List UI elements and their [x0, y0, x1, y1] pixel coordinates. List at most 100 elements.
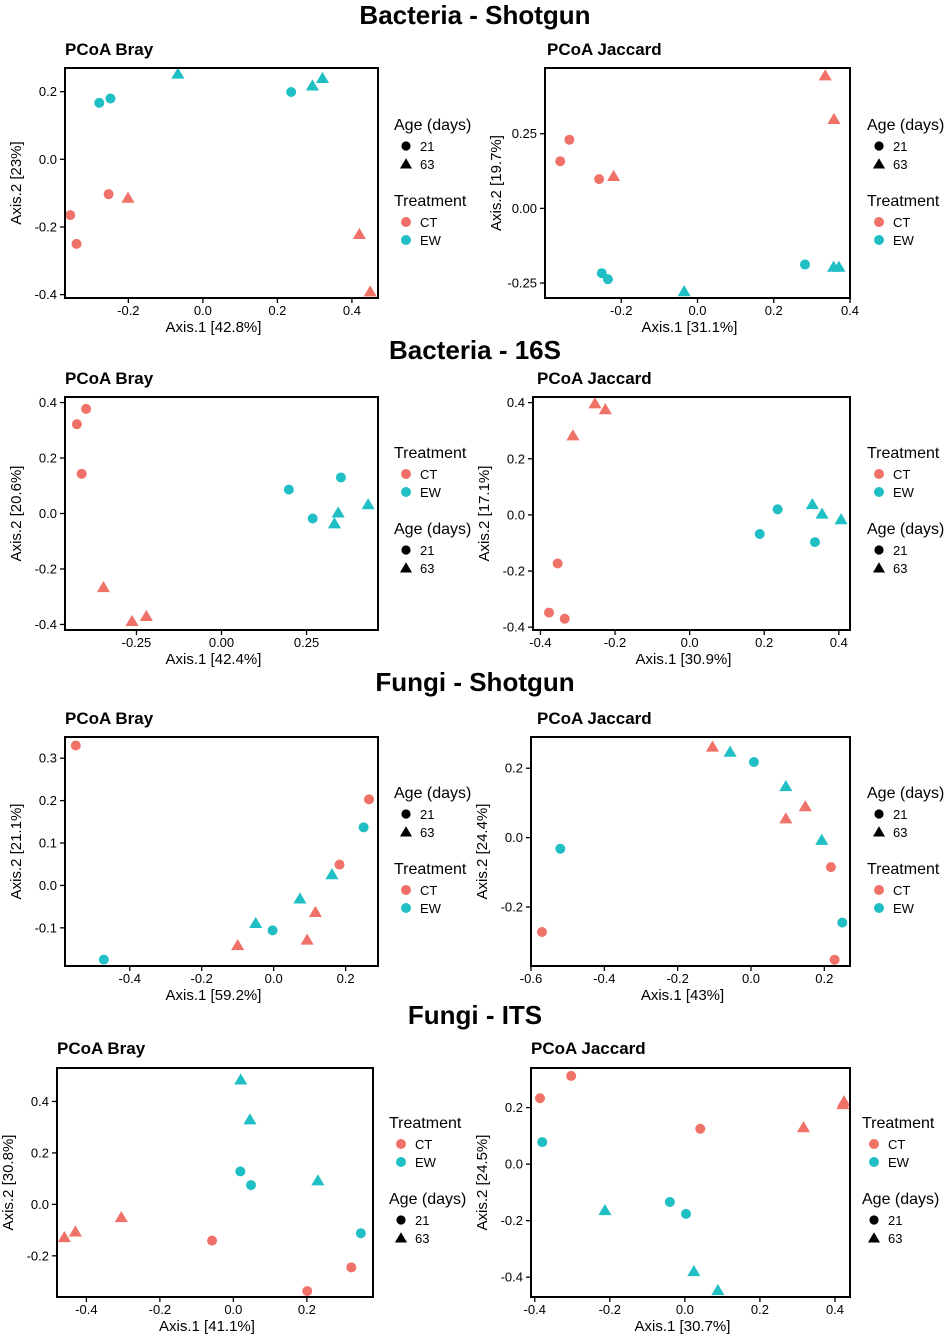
- data-point-ew-63: [361, 498, 375, 510]
- section-title-bacteria-16s: Bacteria - 16S: [389, 335, 561, 365]
- data-point-ct-63: [57, 1231, 71, 1243]
- x-tick-label: 0.2: [298, 1302, 316, 1317]
- legend-label-treatment-ct: CT: [420, 467, 437, 482]
- y-tick-label: -0.2: [501, 900, 523, 915]
- plot-frame: [530, 736, 851, 967]
- legend-key-age-21: [874, 545, 884, 555]
- legend-key-age-63: [394, 1232, 408, 1243]
- legend-title-treatment: Treatment: [389, 1115, 462, 1132]
- data-point-ct-63: [566, 429, 580, 441]
- x-tick-label: 0.4: [343, 303, 361, 318]
- y-tick-label: -0.4: [35, 617, 57, 632]
- data-point-ct-63: [300, 933, 314, 945]
- x-axis-label: Axis.1 [42.4%]: [166, 651, 262, 668]
- legend-key-treatment-ct: [396, 1139, 406, 1149]
- legend-title-treatment: Treatment: [394, 193, 467, 210]
- panel-title: PCoA Jaccard: [547, 40, 662, 59]
- data-point-ew-63: [832, 260, 846, 272]
- data-point-ew-63: [331, 506, 345, 518]
- legend: Age (days) 21 63 Treatment CT EW: [394, 117, 471, 248]
- data-point-ct-63: [68, 1225, 82, 1237]
- data-point-ct-21: [346, 1262, 357, 1273]
- pcoa-panel-1: PCoA Bray -0.2 0.0 0.2 0.4 -0.4 -0.2 0.0 0.2 Axis…: [8, 40, 471, 336]
- legend-label-treatment-ew: EW: [420, 233, 442, 248]
- x-axis-label: Axis.1 [42.8%]: [166, 319, 262, 336]
- legend-key-treatment-ew: [869, 1157, 879, 1167]
- y-tick-label: 0.4: [31, 1094, 49, 1109]
- plot-frame: [64, 67, 379, 299]
- y-tick-label: 0.2: [507, 451, 525, 466]
- legend-key-treatment-ew: [874, 903, 884, 913]
- legend-label-treatment-ct: CT: [893, 215, 910, 230]
- y-tick-label: 0.00: [512, 201, 537, 216]
- legend-label-age-63: 63: [893, 825, 907, 840]
- legend-label-treatment-ct: CT: [893, 467, 910, 482]
- data-point-ew-63: [815, 507, 829, 519]
- legend-key-treatment-ct: [874, 469, 884, 479]
- y-tick-label: -0.2: [501, 1213, 523, 1228]
- y-axis-label: Axis.2 [21.1%]: [8, 804, 25, 900]
- panel-title: PCoA Bray: [57, 1039, 146, 1058]
- plot-frame: [64, 736, 379, 967]
- data-point-ew-21: [267, 925, 278, 936]
- legend-title-age: Age (days): [394, 117, 471, 134]
- data-point-ew-21: [355, 1228, 366, 1239]
- data-point-ew-63: [723, 745, 737, 757]
- legend-label-treatment-ew: EW: [893, 485, 915, 500]
- legend-label-age-21: 21: [893, 807, 907, 822]
- data-point-ct-63: [798, 800, 812, 812]
- data-point-ew-63: [677, 285, 691, 297]
- data-point-ct-63: [125, 614, 139, 626]
- data-point-ew-21: [772, 504, 783, 515]
- pcoa-panel-7: PCoA Bray -0.4 -0.2 0.0 0.2 -0.2 0.0 0.2 0.4 Axis…: [0, 1039, 466, 1335]
- legend-title-age: Age (days): [867, 521, 944, 538]
- data-point-ew-21: [800, 259, 811, 270]
- legend-key-treatment-ew: [401, 235, 411, 245]
- panel-title: PCoA Jaccard: [531, 1039, 646, 1058]
- data-point-ct-21: [70, 740, 81, 751]
- x-axis-label: Axis.1 [41.1%]: [159, 1318, 255, 1335]
- legend-label-age-63: 63: [888, 1231, 902, 1246]
- x-axis-label: Axis.1 [30.7%]: [635, 1318, 731, 1335]
- legend-key-age-63: [399, 158, 413, 169]
- y-tick-label: 0.2: [505, 761, 523, 776]
- legend-title-age: Age (days): [394, 785, 471, 802]
- pcoa-panel-5: PCoA Bray -0.4 -0.2 0.0 0.2 -0.1 0.0 0.1 0.2 0.3 A…: [8, 709, 471, 1004]
- legend-label-treatment-ct: CT: [415, 1137, 432, 1152]
- data-point-ct-21: [71, 238, 82, 249]
- y-tick-label: 0.0: [39, 506, 57, 521]
- data-point-ct-63: [352, 227, 366, 239]
- panel-title: PCoA Jaccard: [537, 369, 652, 388]
- data-point-ct-63: [779, 812, 793, 824]
- data-point-ew-21: [602, 274, 613, 285]
- legend-title-age: Age (days): [867, 785, 944, 802]
- data-point-ew-21: [98, 954, 109, 965]
- legend: Age (days) 21 63 Treatment CT EW: [867, 785, 944, 916]
- data-point-ct-63: [705, 740, 720, 752]
- data-point-ct-21: [81, 403, 92, 414]
- data-point-ew-21: [537, 1137, 548, 1148]
- x-tick-label: -0.2: [117, 303, 139, 318]
- data-point-ew-21: [664, 1197, 675, 1208]
- panel-title: PCoA Jaccard: [537, 709, 652, 728]
- legend-label-treatment-ew: EW: [888, 1155, 910, 1170]
- y-tick-label: 0.4: [39, 395, 57, 410]
- data-point-ew-21: [596, 268, 607, 279]
- x-tick-label: 0.0: [265, 971, 283, 986]
- legend-title-age: Age (days): [389, 1191, 466, 1208]
- y-tick-label: 0.2: [39, 793, 57, 808]
- section-title-fungi-its: Fungi - ITS: [407, 1000, 543, 1030]
- x-tick-label: 0.2: [765, 303, 783, 318]
- y-tick-label: 0.0: [39, 878, 57, 893]
- data-point-ct-63: [308, 905, 322, 918]
- legend-key-age-63: [872, 562, 886, 573]
- data-point-ew-63: [234, 1073, 248, 1085]
- data-point-ct-21: [564, 134, 575, 145]
- data-point-ew-63: [243, 1113, 257, 1125]
- data-point-ew-63: [598, 1203, 612, 1216]
- legend-label-treatment-ct: CT: [420, 215, 437, 230]
- data-point-ew-63: [805, 497, 819, 510]
- x-tick-label: 0.0: [676, 1302, 694, 1317]
